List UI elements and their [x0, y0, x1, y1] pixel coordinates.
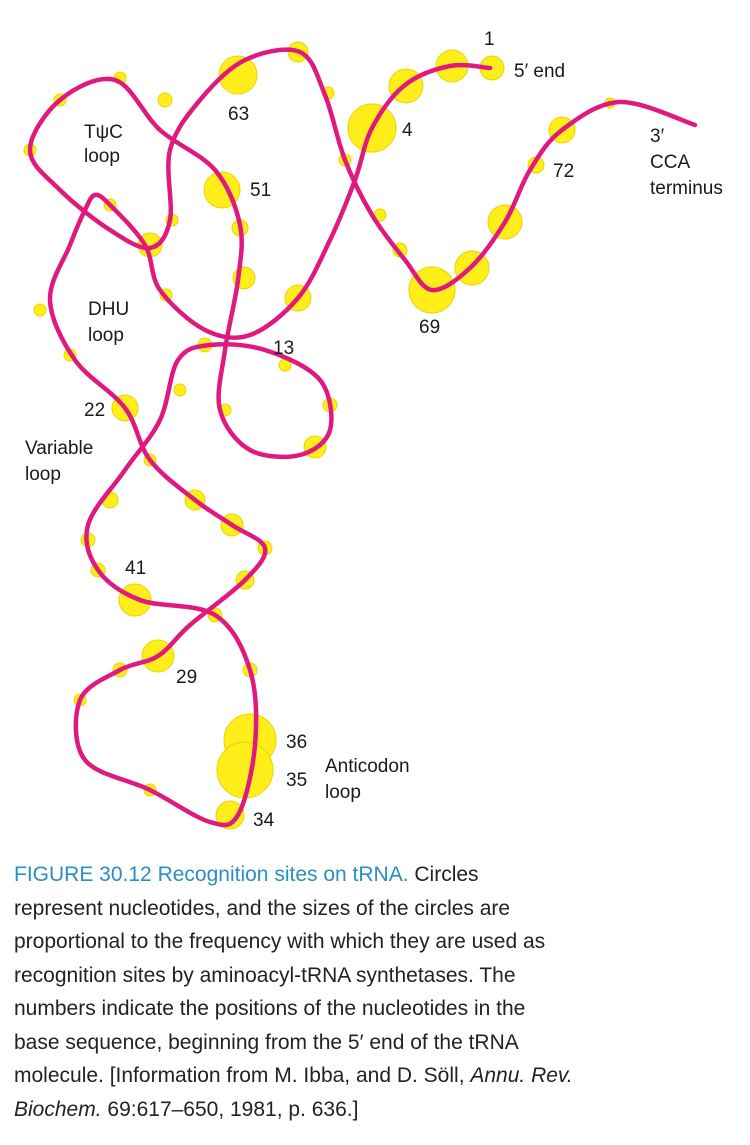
caption-text: 69:617–650, 1981, p. 636.]: [107, 1097, 359, 1121]
nucleotide: [215, 800, 245, 830]
label: CCA: [650, 152, 690, 173]
label: 5′ end: [514, 61, 565, 82]
label: 69: [419, 317, 440, 338]
caption-text: molecule. [Information from M. Ibba, and…: [14, 1064, 465, 1087]
label: DHU: [88, 299, 129, 320]
label: Variable: [25, 438, 93, 459]
label: loop: [25, 464, 61, 485]
figure-caption: FIGURE 30.12 Recognition sites on tRNA. …: [14, 858, 744, 1126]
label: 13: [273, 338, 294, 359]
trna-diagram: 1 5′ end 63 4 TψC loop 51 72 3′ CCA term…: [23, 29, 723, 831]
caption-line: proportional to the frequency with which…: [14, 930, 546, 953]
figure-label: FIGURE 30.12: [14, 863, 152, 886]
label: 29: [176, 667, 197, 688]
label: 22: [84, 400, 105, 421]
caption-text: Circles: [414, 863, 479, 886]
label: 41: [125, 558, 146, 579]
caption-line: represent nucleotides, and the sizes of …: [14, 896, 511, 920]
caption-line: base sequence, beginning from the 5′ end…: [14, 1030, 519, 1054]
caption-line: numbers indicate the positions of the nu…: [14, 997, 526, 1020]
label: loop: [88, 325, 124, 346]
journal: Annu. Rev.: [470, 1064, 573, 1087]
label: loop: [84, 146, 120, 167]
label: Anticodon: [325, 756, 410, 777]
nucleotide: [157, 92, 173, 108]
nucleotide: [33, 303, 47, 317]
label: 36: [286, 732, 307, 753]
nucleotide: [218, 55, 258, 95]
label: loop: [325, 782, 361, 803]
trna-strand: [27, 47, 698, 828]
label: 51: [250, 180, 271, 201]
journal: Biochem.: [14, 1097, 102, 1121]
label: 3′: [650, 126, 665, 147]
label: TψC: [84, 122, 123, 143]
label: 4: [402, 120, 413, 141]
caption-line: recognition sites by aminoacyl-tRNA synt…: [14, 963, 516, 987]
label: 35: [286, 770, 307, 791]
figure-title: Recognition sites on tRNA.: [157, 863, 409, 886]
caption-line: molecule. [Information from M. Ibba, and…: [14, 1059, 744, 1093]
label: 63: [228, 104, 249, 125]
label: 1: [484, 29, 495, 50]
label: 72: [553, 161, 574, 182]
caption-line: FIGURE 30.12 Recognition sites on tRNA. …: [14, 858, 744, 892]
label: terminus: [650, 178, 723, 199]
nucleotide: [173, 383, 187, 397]
caption-line: Biochem. 69:617–650, 1981, p. 636.]: [14, 1093, 744, 1127]
label: 34: [253, 810, 275, 831]
